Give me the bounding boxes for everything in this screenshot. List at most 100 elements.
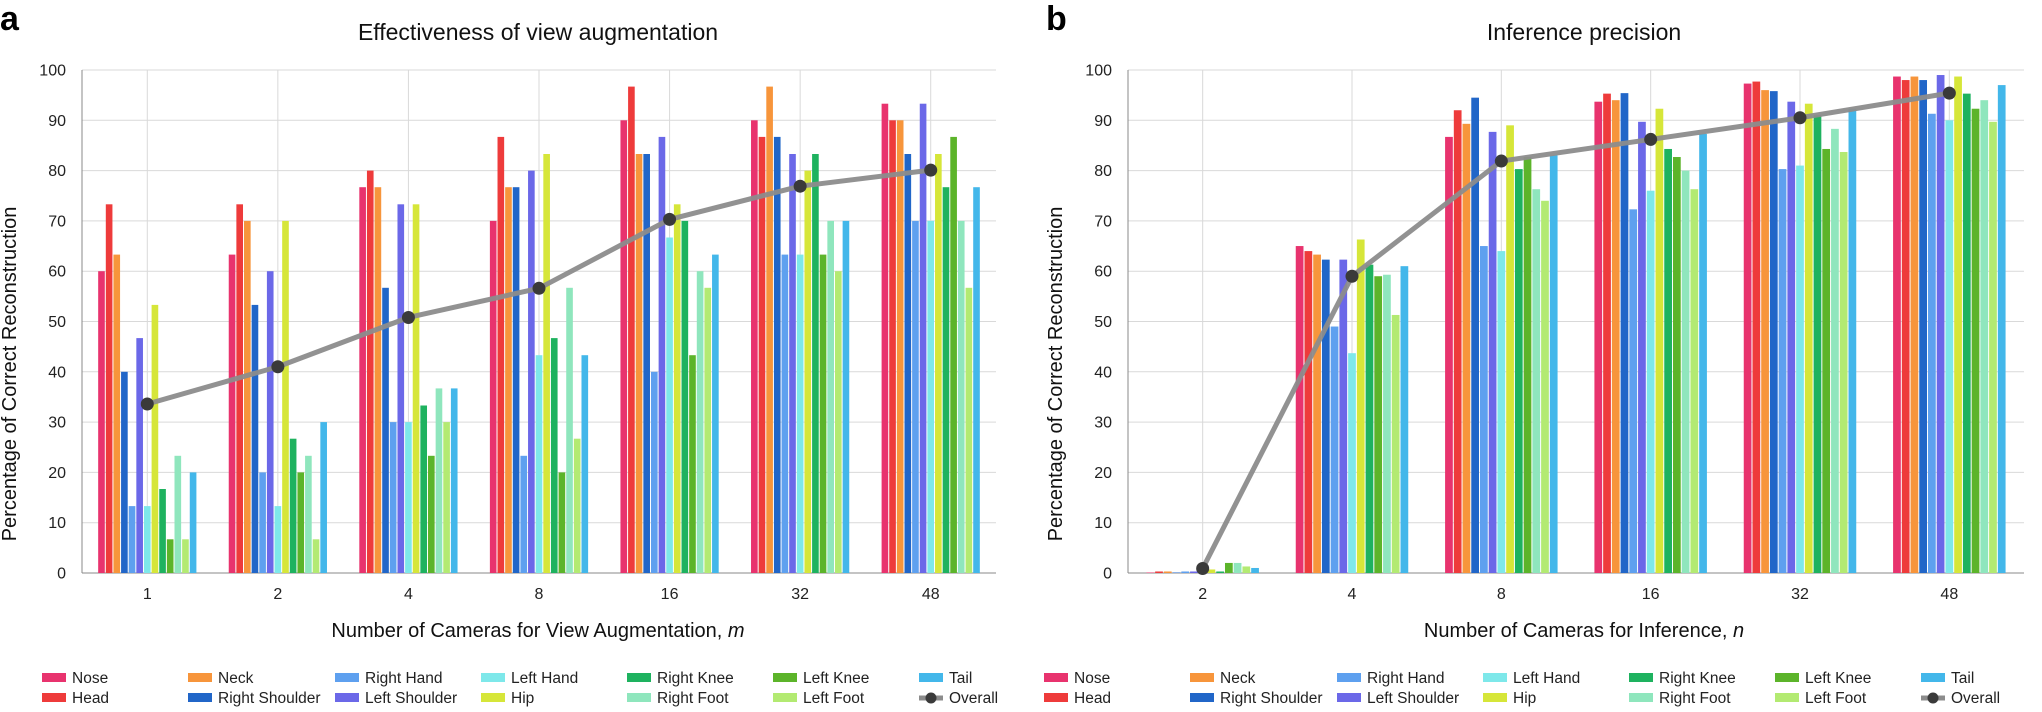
panel-b-legend-label-hip: Hip [1513, 690, 1536, 707]
panel-a-bar-nose-1 [98, 271, 105, 573]
panel-b-bar-nose-32 [1743, 83, 1752, 574]
panel-b-legend-label-overall: Overall [1951, 690, 2000, 707]
panel-a-bar-right-knee-48 [942, 187, 950, 573]
panel-b-bar-head-4 [1304, 251, 1313, 573]
panel-a-bar-right-shoulder-1 [121, 371, 128, 573]
panel-a-bar-neck-4 [374, 187, 382, 573]
panel-b-legend-label-nose: Nose [1074, 670, 1110, 687]
panel-b-bar-right-knee-32 [1813, 115, 1822, 574]
panel-a-ytick-label: 100 [39, 63, 66, 80]
panel-b-bar-neck-48 [1910, 76, 1919, 573]
panel-b-bar-left-foot-16 [1690, 189, 1699, 573]
panel-a-bar-tail-4 [450, 388, 458, 573]
panel-a-bar-left-foot-48 [965, 287, 973, 573]
panel-a-bar-right-hand-8 [520, 455, 528, 573]
panel-a-ytick-label: 60 [48, 264, 66, 281]
panel-a-legend-label-right-knee: Right Knee [657, 670, 734, 687]
panel-a-bar-right-hand-48 [912, 220, 919, 573]
panel-b-bar-right-shoulder-32 [1769, 91, 1778, 573]
panel-b-bar-neck-32 [1761, 90, 1769, 574]
panel-a-bar-left-shoulder-48 [919, 103, 927, 574]
panel-b-xtick-label: 32 [1791, 586, 1809, 603]
panel-a-bar-left-shoulder-4 [397, 204, 405, 573]
panel-b-bar-right-shoulder-16 [1620, 93, 1629, 573]
panel-a-bar-left-shoulder-1 [136, 338, 143, 573]
panel-b-bar-hip-48 [1954, 76, 1962, 573]
panel-a-ylabel: Percentage of Correct Reconstruction [0, 207, 21, 542]
panel-b-bar-nose-16 [1594, 101, 1603, 574]
panel-b-bar-hip-32 [1804, 103, 1813, 574]
panel-a-bar-left-hand-8 [535, 355, 543, 573]
panel-b-bar-head-48 [1901, 80, 1910, 573]
panel-a-bar-left-shoulder-16 [658, 136, 666, 574]
panel-b-bar-right-foot-16 [1681, 170, 1690, 573]
panel-b-legend-label-neck: Neck [1220, 670, 1256, 687]
panel-a-bar-tail-48 [973, 187, 980, 573]
panel-a-legend-label-neck: Neck [218, 670, 254, 687]
panel-a-bar-right-hand-1 [128, 506, 136, 573]
panel-a-bar-hip-48 [935, 154, 942, 573]
panel-b-bar-nose-4 [1295, 246, 1304, 574]
panel-a-bar-left-knee-1 [166, 539, 174, 573]
panel-a-ytick-label: 10 [48, 515, 66, 532]
panel-a-bar-right-shoulder-2 [251, 304, 259, 573]
panel-a-bar-right-knee-8 [550, 338, 558, 573]
panel-a-ytick-label: 20 [48, 465, 66, 482]
panel-b-ytick-label: 30 [1094, 415, 1112, 432]
panel-a-ytick-label: 70 [48, 213, 66, 230]
panel-a-bar-left-knee-2 [297, 472, 305, 573]
panel-b-bar-right-foot-32 [1831, 128, 1839, 573]
panel-a-ytick-label: 30 [48, 415, 66, 432]
panel-b-overall-point-8 [1494, 154, 1508, 168]
panel-a-legend-swatch-neck [188, 673, 212, 682]
panel-a-bar-hip-8 [543, 154, 550, 573]
panel-a-legend-label-overall: Overall [949, 690, 998, 707]
panel-a-bar-right-shoulder-32 [773, 136, 781, 574]
panel-b-bar-right-hand-32 [1778, 169, 1787, 573]
panel-b-ytick-label: 80 [1094, 163, 1112, 180]
panel-b-bar-right-foot-4 [1383, 274, 1391, 573]
panel-a-legend-label-right-hand: Right Hand [365, 670, 443, 687]
panel-b-overall-point-32 [1793, 111, 1807, 125]
panel-a-bar-left-knee-48 [950, 136, 957, 574]
panel-a-bar-right-knee-2 [289, 438, 297, 573]
panel-b-bar-left-foot-2 [1242, 566, 1251, 573]
panel-b-bar-left-foot-8 [1541, 200, 1549, 573]
panel-b-ytick-label: 60 [1094, 264, 1112, 281]
panel-a-bar-left-foot-2 [312, 539, 320, 573]
panel-b-legend-swatch-tail [1921, 673, 1945, 682]
panel-b-bar-right-knee-4 [1365, 264, 1374, 573]
panel-a-bar-head-8 [497, 136, 505, 574]
panel-b-bar-right-shoulder-48 [1919, 80, 1928, 573]
panel-a-bar-head-32 [758, 136, 766, 574]
panel-a-legend-label-left-hand: Left Hand [511, 670, 578, 687]
panel-a-bar-right-hand-16 [650, 371, 658, 573]
panel-b-legend-label-right-knee: Right Knee [1659, 670, 1736, 687]
panel-b-bar-neck-4 [1313, 254, 1321, 573]
panel-a-title: Effectiveness of view augmentation [358, 19, 718, 45]
panel-a-ytick-label: 90 [48, 113, 66, 130]
panel-a-bar-hip-2 [282, 220, 289, 573]
panel-b-legend-label-right-hand: Right Hand [1367, 670, 1445, 687]
panel-b-legend-swatch-head [1044, 693, 1068, 702]
panel-b-bar-left-knee-2 [1224, 562, 1233, 573]
panel-b-bar-tail-2 [1251, 567, 1259, 573]
panel-a-overall-point-8 [532, 281, 546, 295]
panel-b-bar-left-shoulder-16 [1638, 121, 1646, 574]
panel-a-legend-swatch-right-foot [627, 693, 651, 702]
panel-b-legend-swatch-neck [1190, 673, 1214, 682]
panel-b-bar-left-knee-48 [1971, 108, 1980, 573]
panel-b-ytick-label: 0 [1103, 566, 1112, 583]
panel-a-bar-right-foot-4 [435, 388, 443, 573]
panel-a-bar-right-knee-16 [681, 220, 689, 573]
panel-b-bar-tail-48 [1997, 85, 2006, 573]
panel-a-legend-label-head: Head [72, 690, 109, 707]
panel-a-legend-label-hip: Hip [511, 690, 534, 707]
panel-a-bar-head-1 [105, 204, 113, 573]
panel-a-legend-label-left-foot: Left Foot [803, 690, 865, 707]
panel-b-bar-right-shoulder-2 [1172, 572, 1181, 573]
panel-b-bar-left-hand-4 [1348, 353, 1356, 573]
panel-a-ytick-label: 40 [48, 364, 66, 381]
panel-b-bar-tail-16 [1699, 133, 1707, 574]
